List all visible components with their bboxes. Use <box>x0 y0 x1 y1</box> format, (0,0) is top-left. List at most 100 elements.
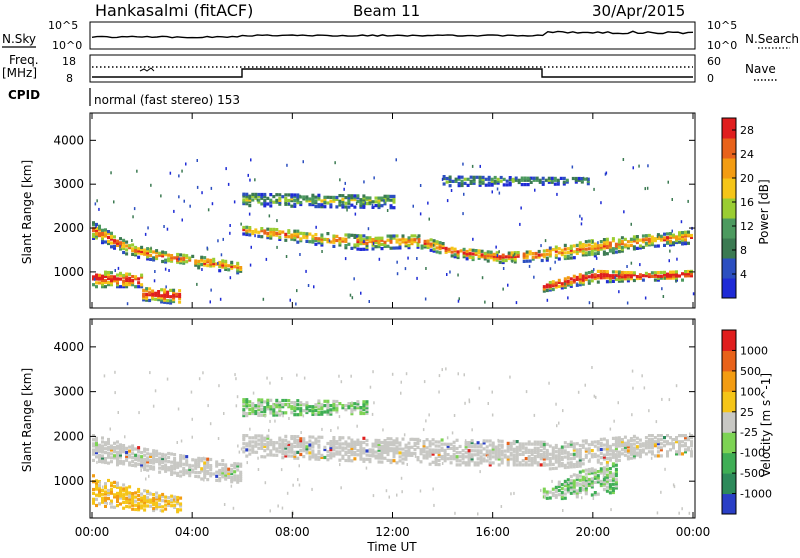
heatmap-cell <box>569 457 573 461</box>
heatmap-cell <box>444 246 448 250</box>
heatmap-cell <box>467 451 471 455</box>
heatmap-cell <box>578 462 582 466</box>
heatmap-cell <box>317 435 321 439</box>
heatmap-cell <box>341 442 345 446</box>
heatmap-cell <box>495 256 499 260</box>
heatmap-cell <box>230 264 234 268</box>
heatmap-speckle <box>180 439 183 443</box>
heatmap-cell <box>659 434 663 438</box>
heatmap-speckle <box>446 273 448 276</box>
heatmap-cell <box>305 195 309 199</box>
heatmap-cell <box>476 453 480 457</box>
heatmap-cell <box>614 478 618 482</box>
heatmap-cell <box>537 253 541 257</box>
heatmap-cell <box>626 443 630 447</box>
heatmap-cell <box>404 242 408 246</box>
heatmap-cell <box>260 227 264 231</box>
heatmap-cell <box>176 254 180 259</box>
heatmap-cell <box>128 445 132 449</box>
heatmap-cell <box>383 200 387 204</box>
heatmap-cell <box>678 231 681 235</box>
heatmap-speckle <box>486 455 489 459</box>
heatmap-cell <box>672 241 675 245</box>
heatmap-cell <box>638 442 642 446</box>
heatmap-cell <box>329 440 333 444</box>
heatmap-cell <box>641 238 645 242</box>
heatmap-cell <box>107 281 110 285</box>
heatmap-cell <box>113 239 116 243</box>
heatmap-cell <box>578 279 582 283</box>
heatmap-cell <box>440 448 444 452</box>
heatmap-cell <box>611 474 615 478</box>
heatmap-cell <box>311 197 315 201</box>
heatmap-cell <box>142 292 146 296</box>
heatmap-cell <box>522 259 526 263</box>
heatmap-cell <box>386 458 390 462</box>
heatmap-cell <box>101 448 104 452</box>
heatmap-cell <box>467 449 471 453</box>
heatmap-cell <box>92 236 95 240</box>
heatmap-cell <box>608 475 612 479</box>
heatmap-cell <box>611 488 615 492</box>
heatmap-cell <box>281 438 285 442</box>
heatmap-cell <box>242 412 246 416</box>
heatmap-cell <box>152 455 156 459</box>
heatmap-cell <box>590 252 594 256</box>
heatmap-cell <box>513 256 517 260</box>
heatmap-cell <box>584 277 588 282</box>
heatmap-cell <box>587 459 591 463</box>
heatmap-speckle <box>406 463 408 466</box>
heatmap-cell <box>169 288 173 292</box>
heatmap-cell <box>101 440 104 444</box>
heatmap-cell <box>578 458 582 462</box>
heatmap-cell <box>486 255 490 259</box>
heatmap-cell <box>629 275 633 279</box>
heatmap-cell <box>173 457 177 461</box>
heatmap-cell <box>137 508 141 512</box>
heatmap-cell <box>308 240 312 244</box>
heatmap-cell <box>398 447 402 451</box>
heatmap-cell <box>554 255 558 259</box>
heatmap-cell <box>371 247 375 251</box>
heatmap-cell <box>110 281 113 285</box>
heatmap-cell <box>359 240 363 244</box>
heatmap-cell <box>467 461 471 465</box>
heatmap-cell <box>299 231 303 235</box>
heatmap-cell <box>347 233 351 237</box>
heatmap-cell <box>429 248 433 252</box>
heatmap-cell <box>523 178 527 182</box>
heatmap-cell <box>563 479 567 483</box>
heatmap-cell <box>459 249 463 253</box>
heatmap-cell <box>560 483 564 487</box>
heatmap-cell <box>575 249 579 253</box>
heatmap-speckle <box>581 485 584 489</box>
heatmap-cell <box>335 195 339 200</box>
heatmap-cell <box>587 251 591 255</box>
noise-tick-left-bottom: 10^0 <box>52 39 82 52</box>
heatmap-cell <box>496 177 500 181</box>
heatmap-cell <box>176 473 180 477</box>
heatmap-cell <box>263 436 267 440</box>
heatmap-cell <box>578 243 582 247</box>
heatmap-cell <box>172 298 176 302</box>
heatmap-cell <box>275 447 279 451</box>
heatmap-cell <box>188 471 192 476</box>
heatmap-cell <box>510 255 514 259</box>
heatmap-cell <box>443 457 447 461</box>
heatmap-cell <box>305 449 309 453</box>
heatmap-cell <box>215 470 219 474</box>
heatmap-cell <box>581 445 585 449</box>
heatmap-cell <box>401 238 405 242</box>
heatmap-cell <box>293 401 297 405</box>
heatmap-cell <box>404 445 408 449</box>
heatmap-cell <box>569 485 573 489</box>
heatmap-cell <box>659 448 663 452</box>
heatmap-cell <box>356 199 360 204</box>
heatmap-speckle <box>655 420 658 424</box>
heatmap-cell <box>176 510 180 514</box>
heatmap-cell <box>293 231 297 235</box>
heatmap-cell <box>518 448 522 452</box>
heatmap-cell <box>499 175 503 180</box>
heatmap-cell <box>164 495 168 499</box>
heatmap-cell <box>678 450 681 454</box>
